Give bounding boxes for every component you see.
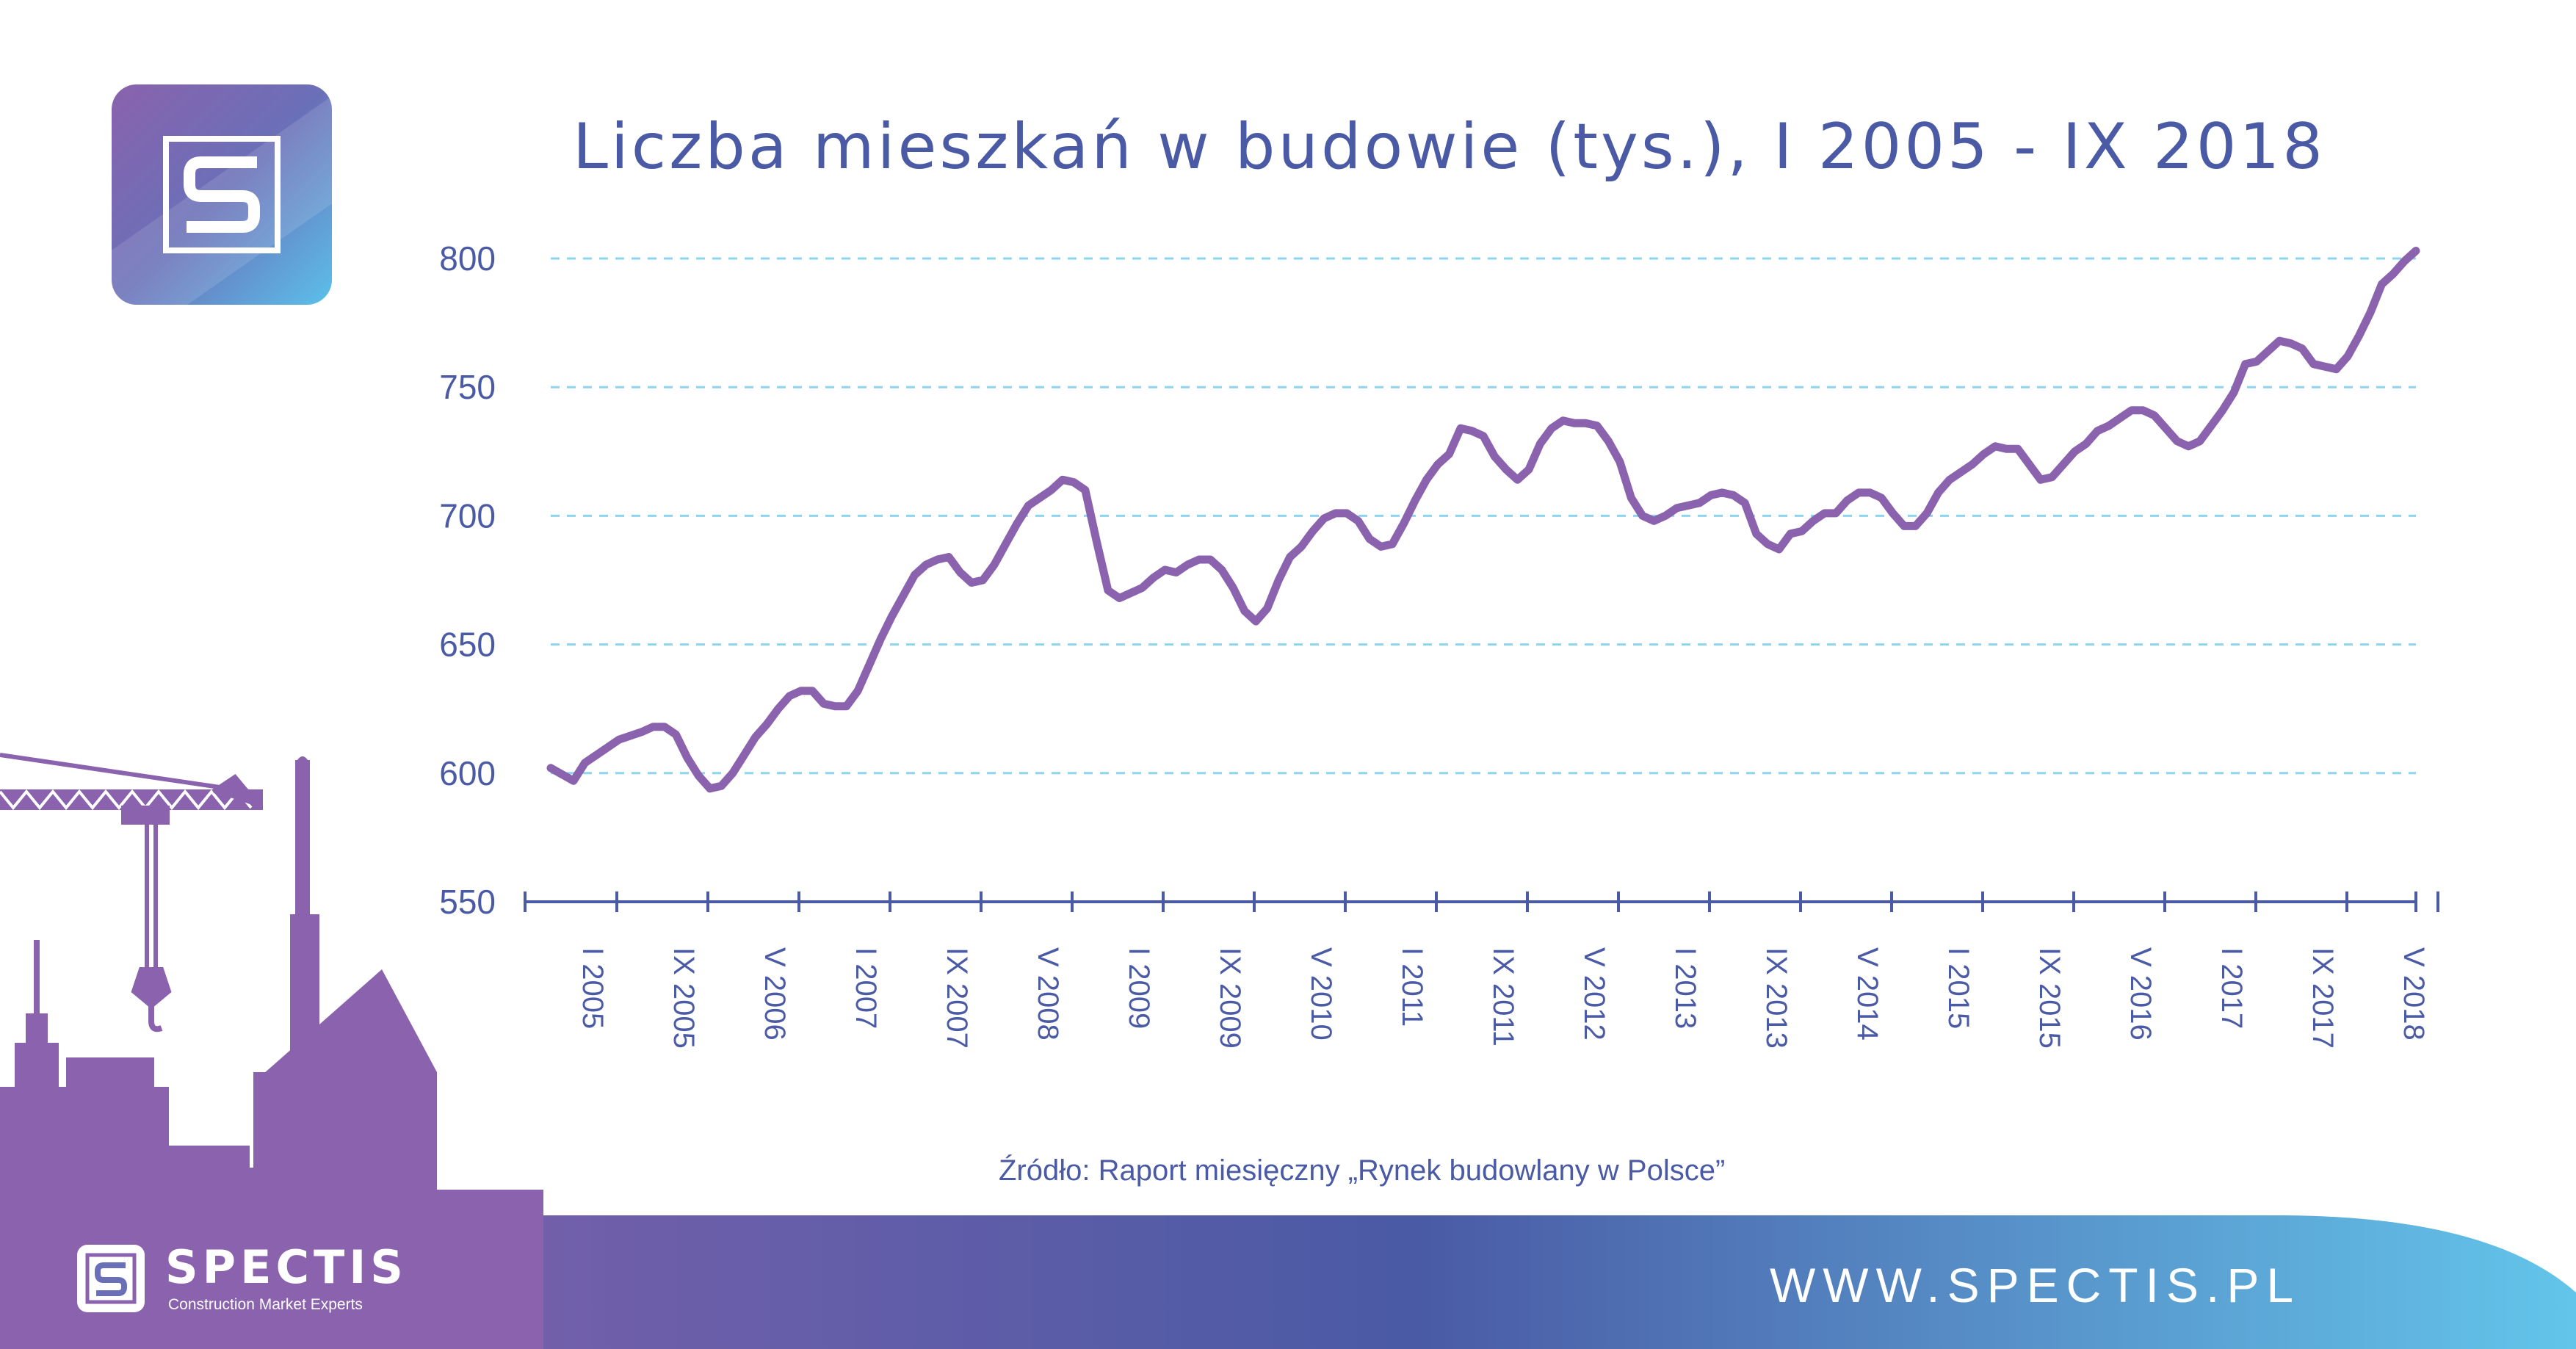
x-tick-label: IX 2011 (1487, 947, 1519, 1046)
chart-title: Liczba mieszkań w budowie (tys.), I 2005… (573, 110, 2326, 184)
brand-logo-icon (77, 1245, 145, 1312)
x-tick-label: IX 2013 (1760, 947, 1792, 1049)
x-tick-label: V 2010 (1305, 947, 1337, 1041)
x-tick-label: IX 2007 (941, 947, 973, 1049)
footer-band (0, 1204, 2576, 1349)
series (546, 247, 2420, 793)
y-tick-label: 650 (439, 626, 496, 664)
spectis-s-logo-icon (163, 136, 281, 253)
y-tick-label: 800 (439, 239, 496, 278)
x-tick-label: I 2017 (2215, 947, 2248, 1029)
x-tick-label: V 2018 (2398, 947, 2430, 1041)
x-tick-label: IX 2009 (1214, 947, 1246, 1049)
x-tick-label: IX 2005 (667, 947, 700, 1049)
x-tick-label: I 2015 (1942, 947, 1975, 1029)
x-tick-label: V 2016 (2124, 947, 2157, 1041)
brand-tagline: Construction Market Experts (168, 1296, 363, 1313)
logo-tile (112, 84, 332, 305)
source-note: Źródło: Raport miesięczny „Rynek budowla… (999, 1154, 1726, 1187)
x-tick-label: V 2008 (1032, 947, 1064, 1041)
x-tick-label: V 2012 (1578, 947, 1610, 1041)
brand-name: SPECTIS (165, 1240, 408, 1294)
x-tick-label: I 2011 (1396, 947, 1428, 1027)
website-link[interactable]: WWW.SPECTIS.PL (1770, 1258, 2301, 1312)
axes (524, 892, 2439, 912)
x-tick-label: IX 2017 (2307, 947, 2339, 1049)
y-tick-label: 700 (439, 496, 496, 535)
x-tick-label: V 2006 (759, 947, 791, 1041)
y-tick-label: 750 (439, 368, 496, 406)
x-tick-label: I 2007 (850, 947, 882, 1029)
x-tick-label: I 2009 (1123, 947, 1155, 1029)
y-tick-labels: 550 600 650 700 750 800 (439, 239, 496, 921)
y-tick-label: 600 (439, 754, 496, 792)
y-tick-label: 550 (439, 883, 496, 921)
x-tick-label: IX 2015 (2033, 947, 2066, 1049)
x-tick-label: I 2013 (1669, 947, 1701, 1029)
crane-icon (0, 753, 263, 1032)
x-tick-labels: I 2005 IX 2005 V 2006 I 2007 IX 2007 V 2008 I … (576, 947, 2430, 1049)
grid-lines (551, 257, 2416, 775)
x-tick-label: I 2005 (576, 947, 609, 1029)
x-tick-label: V 2014 (1851, 947, 1884, 1041)
series-line (546, 247, 2420, 793)
